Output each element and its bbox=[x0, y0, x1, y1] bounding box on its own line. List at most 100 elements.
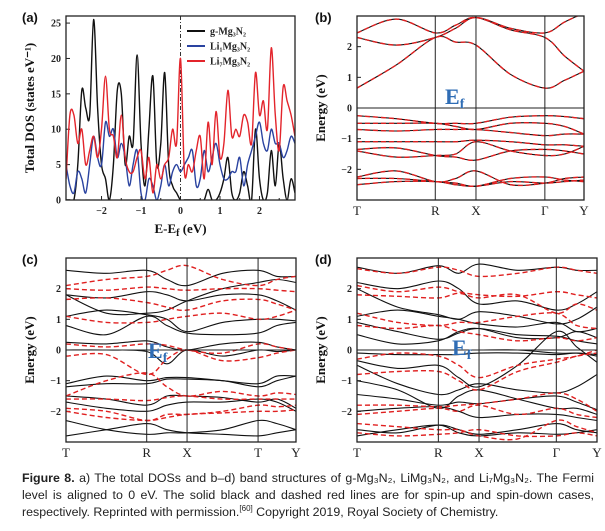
figure-label: Figure 8. bbox=[22, 471, 75, 485]
band-spin-down bbox=[357, 266, 597, 278]
caption-line-3: respectively. Reprinted with permission.… bbox=[22, 504, 594, 521]
y-tick-label: 0 bbox=[56, 196, 61, 207]
band-spin-up bbox=[66, 269, 296, 287]
panel-label: (b) bbox=[315, 10, 332, 25]
x-tick-label: −1 bbox=[136, 206, 147, 217]
band-spin-down bbox=[357, 114, 584, 125]
caption-text: a) The total DOSs and b–d) band structur… bbox=[74, 471, 594, 485]
caption-text: Copyright 2019, Royal Society of Chemist… bbox=[252, 505, 499, 519]
plot-area bbox=[357, 16, 584, 188]
y-tick-label: −2 bbox=[50, 407, 61, 418]
y-tick-label: 20 bbox=[51, 54, 61, 65]
band-spin-up bbox=[66, 291, 296, 311]
y-tick-label: 2 bbox=[347, 42, 352, 53]
y-tick-label: 10 bbox=[51, 125, 61, 136]
band-spin-down bbox=[66, 349, 296, 376]
legend-label: g-Mg₃N₂ bbox=[210, 27, 246, 38]
band-spin-down bbox=[357, 352, 597, 391]
x-axis-label: E-Ef (eV) bbox=[154, 221, 206, 239]
ef-sub: f bbox=[460, 97, 465, 112]
y-tick-label: 2 bbox=[347, 284, 352, 295]
k-point-label: R bbox=[434, 445, 443, 460]
y-tick-label: 1 bbox=[347, 73, 352, 84]
plot-area bbox=[357, 263, 597, 441]
band-spin-up bbox=[66, 398, 296, 412]
k-point-label: R bbox=[431, 203, 440, 218]
x-tick-label: 1 bbox=[217, 206, 222, 217]
k-point-label: T bbox=[62, 445, 70, 460]
ef-sub: f bbox=[467, 348, 472, 363]
caption-line-1: Figure 8. a) The total DOSs and b–d) ban… bbox=[22, 470, 594, 487]
band-spin-down bbox=[357, 179, 584, 188]
k-point-label: T bbox=[254, 445, 262, 460]
plot-frame bbox=[356, 257, 598, 443]
band-spin-down bbox=[357, 122, 584, 135]
x-label-main: E-E bbox=[154, 221, 176, 236]
fermi-level-label: Ef bbox=[452, 335, 472, 363]
y-tick-label: 25 bbox=[51, 19, 61, 30]
legend-label: Li₇Mg₃N₂ bbox=[210, 57, 250, 68]
ef-sub: f bbox=[163, 351, 168, 366]
plot-frame bbox=[65, 257, 297, 443]
y-tick-label: 0 bbox=[347, 346, 352, 357]
y-tick-label: 5 bbox=[56, 160, 61, 171]
y-axis-label: Energy (eV) bbox=[313, 316, 328, 384]
band-spin-down bbox=[357, 146, 584, 162]
panel-d: (d) Energy (eV) −2 −1 0 1 2 T R X Γ Y Ef bbox=[313, 252, 602, 460]
k-point-label: Γ bbox=[553, 445, 561, 460]
y-axis-label: Energy (eV) bbox=[22, 316, 37, 384]
panel-b: (b) Energy (eV) −2 −1 0 1 2 T R X Γ Y Ef bbox=[313, 10, 589, 218]
legend-label: Li₁Mg₃N₂ bbox=[210, 42, 250, 53]
y-tick-label: 0 bbox=[56, 346, 61, 357]
panel-label: (d) bbox=[315, 252, 332, 267]
x-tick-label: 0 bbox=[178, 206, 183, 217]
y-tick-label: 15 bbox=[51, 89, 61, 100]
band-spin-down bbox=[66, 286, 296, 293]
figure-caption: Figure 8. a) The total DOSs and b–d) ban… bbox=[22, 470, 594, 521]
k-point-label: T bbox=[353, 203, 361, 218]
k-point-label: Y bbox=[592, 445, 602, 460]
y-axis-label: Total DOS (states eV⁻¹) bbox=[22, 43, 37, 174]
k-point-label: T bbox=[353, 445, 361, 460]
band-spin-up bbox=[357, 380, 597, 415]
k-point-label: Y bbox=[291, 445, 301, 460]
band-spin-up bbox=[357, 128, 584, 137]
band-spin-down bbox=[66, 409, 296, 422]
x-label-sub: f bbox=[176, 228, 180, 239]
band-spin-down bbox=[357, 16, 584, 72]
ef-main: E bbox=[445, 84, 460, 109]
y-tick-label: −2 bbox=[341, 407, 352, 418]
y-tick-label: 1 bbox=[347, 315, 352, 326]
band-spin-down bbox=[357, 35, 584, 89]
band-spin-up bbox=[66, 423, 296, 437]
x-label-unit: (eV) bbox=[179, 221, 206, 236]
y-tick-label: −2 bbox=[341, 165, 352, 176]
k-point-label: R bbox=[142, 445, 151, 460]
y-tick-label: 2 bbox=[56, 284, 61, 295]
k-point-label: Y bbox=[579, 203, 589, 218]
ef-main: E bbox=[452, 335, 467, 360]
y-tick-label: −1 bbox=[341, 376, 352, 387]
plot-frame bbox=[65, 15, 296, 201]
x-tick-label: 2 bbox=[257, 206, 262, 217]
plot-frame bbox=[356, 15, 585, 201]
caption-line-2: level is aligned to 0 eV. The solid blac… bbox=[22, 488, 594, 502]
panel-label: (a) bbox=[22, 10, 38, 25]
band-spin-down bbox=[66, 309, 296, 324]
dos-line-li7 bbox=[66, 47, 295, 194]
band-spin-up bbox=[66, 394, 296, 409]
band-spin-down bbox=[357, 176, 584, 188]
legend: g-Mg₃N₂ Li₁Mg₃N₂ Li₇Mg₃N₂ bbox=[187, 27, 250, 68]
x-tick-label: −2 bbox=[96, 206, 107, 217]
k-point-label: X bbox=[182, 445, 192, 460]
band-spin-down bbox=[66, 264, 296, 287]
band-spin-up bbox=[357, 115, 584, 125]
band-spin-down bbox=[357, 312, 597, 330]
k-point-label: X bbox=[474, 445, 484, 460]
band-spin-up bbox=[357, 321, 597, 345]
y-tick-label: 1 bbox=[56, 315, 61, 326]
band-spin-up bbox=[66, 309, 296, 333]
y-tick-label: −1 bbox=[341, 134, 352, 145]
